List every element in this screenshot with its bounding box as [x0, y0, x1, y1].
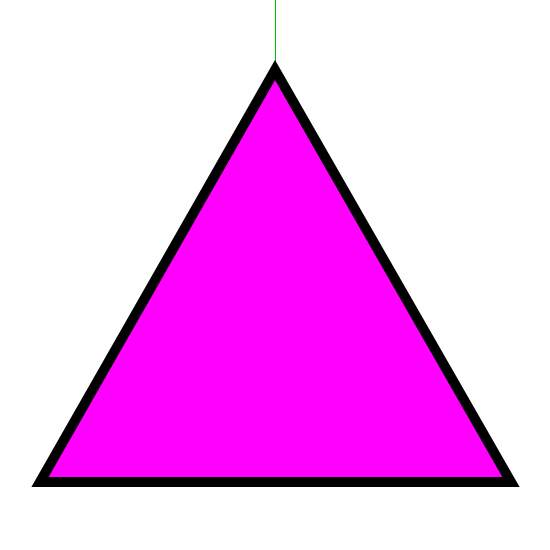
magenta-triangle — [31, 59, 520, 487]
